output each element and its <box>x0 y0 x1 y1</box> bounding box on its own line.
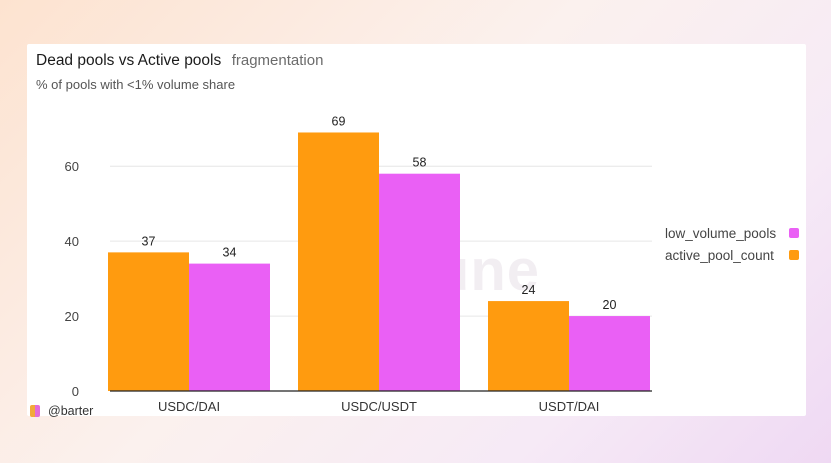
bar-chart: 0 20 40 60 37 34 USDC/DAI 69 58 USDC/USDT 24 20 USDT… <box>65 114 652 414</box>
chart-legend: low_volume_pools active_pool_count <box>663 223 799 267</box>
chart-title-row: Dead pools vs Active pools fragmentation <box>36 52 323 70</box>
x-tick-label: USDT/DAI <box>539 399 600 414</box>
legend-swatch <box>789 250 799 260</box>
legend-label: active_pool_count <box>665 247 774 263</box>
x-tick-label: USDC/USDT <box>341 399 417 414</box>
data-label: 34 <box>223 246 237 260</box>
chart-card: Dead pools vs Active pools fragmentation… <box>27 44 806 416</box>
chart-title-suffix: fragmentation <box>231 52 324 69</box>
y-tick-label: 20 <box>65 309 79 324</box>
data-label: 24 <box>522 283 536 297</box>
legend-item-active-pool-count[interactable]: active_pool_count <box>663 245 799 265</box>
y-tick-label: 60 <box>65 159 79 174</box>
handle-text: @barter <box>48 404 94 418</box>
x-tick-label: USDC/DAI <box>158 399 220 414</box>
data-label: 37 <box>142 234 156 248</box>
legend-swatch <box>789 228 799 238</box>
y-tick-label: 0 <box>72 384 79 399</box>
chart-caption: % of pools with <1% volume share <box>36 77 236 92</box>
barter-logo-icon <box>30 405 40 417</box>
bar-active-pool-count <box>298 132 379 391</box>
bar-low-volume-pools <box>189 263 270 391</box>
bar-active-pool-count <box>488 301 569 391</box>
legend-label: low_volume_pools <box>665 225 777 241</box>
data-label: 69 <box>332 114 346 128</box>
chart-title: Dead pools vs Active pools <box>36 52 222 69</box>
bar-low-volume-pools <box>569 316 650 391</box>
data-label: 58 <box>413 156 427 170</box>
bar-active-pool-count <box>108 252 189 391</box>
data-label: 20 <box>603 298 617 312</box>
bar-low-volume-pools <box>379 173 460 391</box>
y-tick-label: 40 <box>65 234 79 249</box>
legend-item-low-volume-pools[interactable]: low_volume_pools <box>663 223 799 243</box>
footer-handle: @barter <box>30 404 93 418</box>
